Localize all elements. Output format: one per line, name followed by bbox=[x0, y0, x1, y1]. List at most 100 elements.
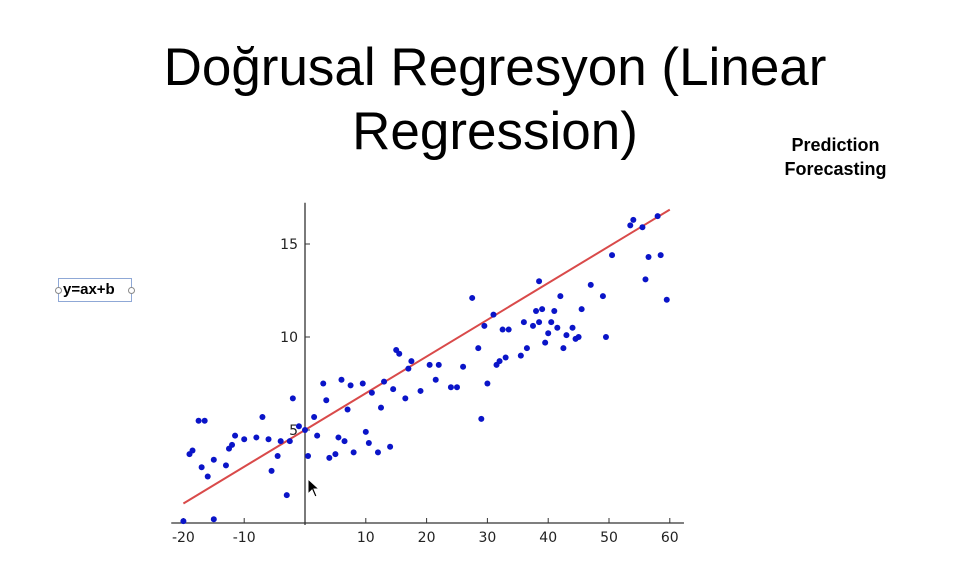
data-point bbox=[396, 350, 403, 357]
data-point bbox=[432, 376, 439, 383]
data-point bbox=[447, 384, 454, 391]
note-prediction: Prediction bbox=[791, 135, 880, 155]
data-point bbox=[642, 276, 649, 283]
data-point bbox=[402, 395, 409, 402]
y-tick-label: 10 bbox=[280, 330, 298, 346]
data-point bbox=[639, 224, 646, 231]
formula-textbox[interactable]: y=ax+b bbox=[55, 278, 135, 302]
data-point bbox=[517, 352, 524, 359]
data-point bbox=[405, 365, 412, 372]
data-point bbox=[454, 384, 460, 391]
data-point bbox=[265, 436, 272, 443]
data-point bbox=[563, 332, 570, 339]
data-point bbox=[295, 423, 302, 430]
data-point bbox=[332, 451, 339, 458]
slide-title: Doğrusal Regresyon (Linear Regression) bbox=[163, 38, 827, 161]
data-point bbox=[520, 319, 527, 326]
data-point bbox=[539, 306, 546, 313]
note-forecasting: Forecasting bbox=[784, 159, 887, 179]
data-point bbox=[347, 382, 354, 389]
data-point bbox=[599, 293, 606, 300]
data-point bbox=[560, 345, 567, 352]
data-point bbox=[578, 306, 585, 313]
data-point bbox=[189, 447, 196, 454]
data-point bbox=[484, 380, 491, 387]
data-point bbox=[362, 428, 369, 435]
data-point bbox=[602, 334, 609, 340]
side-notes: Prediction Forecasting bbox=[768, 133, 903, 181]
data-point bbox=[198, 464, 205, 471]
data-point bbox=[286, 438, 293, 445]
x-tick-label: -10 bbox=[233, 530, 256, 546]
formula-text[interactable]: y=ax+b bbox=[63, 281, 115, 298]
data-point bbox=[338, 376, 345, 383]
resize-handle-right[interactable] bbox=[128, 287, 135, 294]
data-point bbox=[368, 389, 375, 396]
data-point bbox=[654, 213, 661, 220]
data-point bbox=[630, 216, 637, 223]
data-point bbox=[241, 436, 248, 443]
data-point bbox=[490, 311, 497, 318]
data-point bbox=[551, 307, 558, 314]
data-point bbox=[663, 296, 670, 303]
data-point bbox=[323, 397, 330, 404]
resize-handle-left[interactable] bbox=[55, 287, 62, 294]
data-point bbox=[499, 326, 506, 333]
data-point bbox=[378, 404, 384, 411]
data-point bbox=[335, 434, 342, 441]
data-point bbox=[365, 440, 372, 447]
x-tick-label: -20 bbox=[172, 530, 195, 546]
data-point bbox=[575, 334, 582, 340]
data-point bbox=[277, 438, 284, 445]
data-point bbox=[222, 462, 229, 469]
data-point bbox=[536, 278, 543, 285]
x-tick-label: 40 bbox=[539, 530, 557, 546]
data-point bbox=[390, 386, 397, 393]
data-point bbox=[314, 432, 321, 439]
data-point bbox=[302, 427, 308, 433]
data-point bbox=[645, 254, 652, 261]
data-point bbox=[417, 387, 424, 394]
data-point bbox=[350, 449, 357, 456]
data-point bbox=[305, 453, 312, 460]
data-point bbox=[210, 456, 217, 463]
data-point bbox=[460, 363, 467, 370]
x-tick-label: 10 bbox=[357, 530, 375, 546]
data-point bbox=[210, 516, 217, 523]
data-point bbox=[496, 358, 503, 365]
data-point bbox=[426, 361, 433, 368]
data-point bbox=[609, 252, 616, 259]
data-point bbox=[587, 281, 594, 288]
x-tick-label: 50 bbox=[600, 530, 618, 546]
data-point bbox=[283, 492, 290, 499]
data-point bbox=[536, 319, 543, 326]
data-point bbox=[232, 432, 239, 439]
x-tick-label: 60 bbox=[661, 530, 679, 546]
data-point bbox=[229, 441, 236, 448]
data-point bbox=[320, 380, 327, 387]
data-point bbox=[180, 518, 187, 525]
data-point bbox=[533, 307, 540, 314]
data-point bbox=[201, 417, 208, 424]
data-point bbox=[523, 345, 530, 352]
data-point bbox=[475, 345, 482, 352]
mouse-cursor-icon bbox=[307, 478, 321, 498]
data-point bbox=[481, 322, 488, 329]
data-point bbox=[344, 406, 351, 413]
data-point bbox=[311, 413, 318, 420]
data-point bbox=[548, 319, 555, 326]
regression-line bbox=[182, 208, 671, 505]
data-point bbox=[502, 354, 509, 361]
x-tick-label: 20 bbox=[418, 530, 436, 546]
y-tick-label: 5 bbox=[289, 423, 298, 439]
y-tick-label: 15 bbox=[280, 237, 298, 253]
data-point bbox=[554, 324, 561, 331]
data-point bbox=[341, 438, 348, 445]
data-point bbox=[326, 454, 333, 461]
data-point bbox=[253, 434, 260, 441]
data-point bbox=[374, 449, 381, 456]
data-point bbox=[478, 415, 485, 422]
data-point bbox=[505, 326, 512, 333]
data-point bbox=[569, 324, 576, 331]
